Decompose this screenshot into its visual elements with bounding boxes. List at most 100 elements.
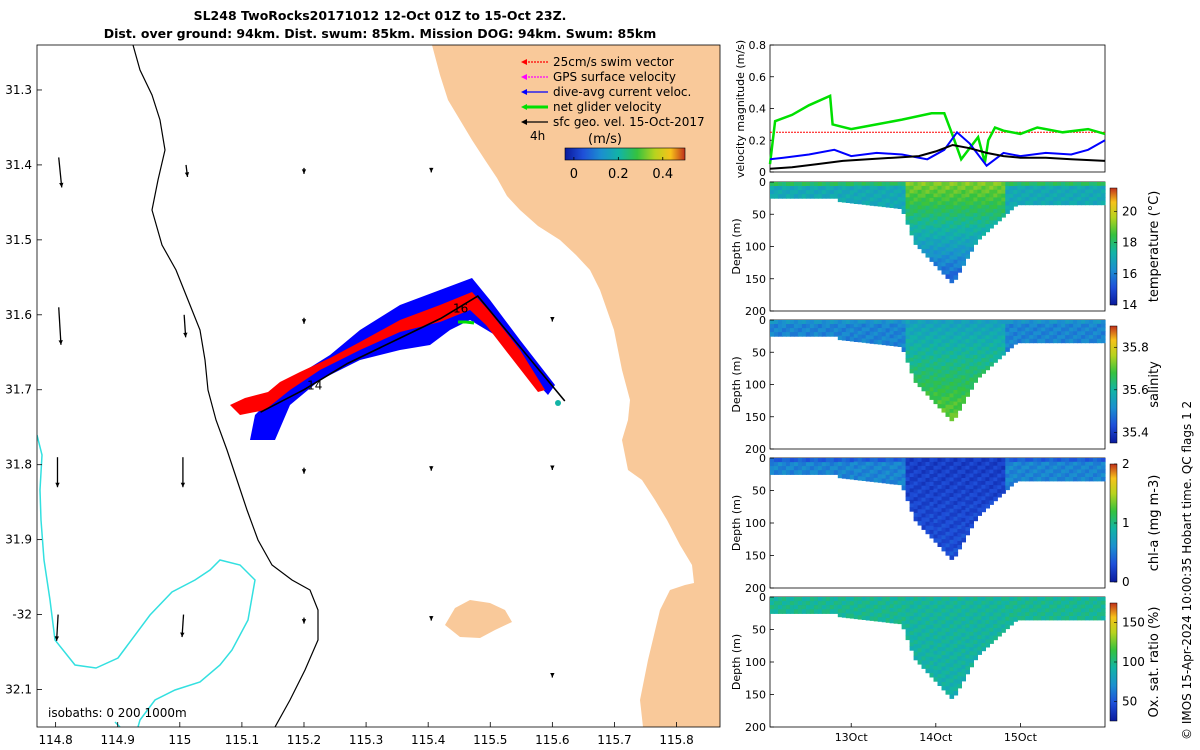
section-cell (989, 612, 994, 617)
section-cell (961, 371, 966, 377)
section-cell (1089, 604, 1094, 609)
section-cell (957, 367, 962, 372)
section-cell (937, 481, 943, 486)
section-cell (905, 477, 911, 482)
section-cell (865, 193, 871, 198)
section-cell (897, 197, 903, 202)
section-cell (937, 331, 943, 336)
section-cell (925, 664, 931, 670)
section-cell (869, 612, 875, 617)
section-cell (1005, 458, 1010, 463)
velocity-line (769, 130, 1106, 168)
geo-vector-head (550, 465, 555, 470)
section-cell (1073, 465, 1078, 470)
section-cell (849, 194, 855, 200)
section-cell (921, 327, 927, 333)
section-y-tick-label: 150 (745, 689, 766, 702)
section-cell (969, 612, 974, 617)
section-cell (889, 320, 895, 325)
section-cell (849, 458, 855, 463)
section-cell (941, 666, 947, 672)
section-cell (933, 380, 939, 386)
section-cell (937, 404, 943, 409)
island (445, 600, 512, 638)
section-cell (817, 332, 823, 337)
section-cell (977, 204, 982, 210)
section-cell (953, 259, 959, 265)
section-cell (977, 339, 982, 344)
section-cell (909, 327, 915, 332)
section-cell (873, 331, 879, 337)
section-cell (1057, 323, 1062, 329)
section-cell (941, 685, 947, 691)
section-cell (929, 525, 935, 531)
section-cell (805, 186, 811, 191)
section-colorbar-tick-label: 35.6 (1122, 383, 1149, 397)
section-cell (973, 378, 978, 383)
section-cell (965, 231, 970, 236)
section-cell (1057, 612, 1062, 617)
section-cell (993, 339, 998, 344)
section-cell (977, 461, 982, 467)
section-cell (949, 343, 955, 348)
section-cell (1033, 200, 1038, 206)
section-cell (905, 185, 911, 191)
section-cell (885, 474, 891, 480)
section-cell (1037, 461, 1042, 467)
section-cell (973, 600, 978, 606)
section-cell (1005, 193, 1010, 199)
section-cell (1021, 616, 1026, 621)
section-cell (1029, 473, 1034, 478)
section-cell (973, 516, 978, 522)
section-cell (881, 478, 887, 484)
section-cell (1041, 616, 1046, 621)
section-cell (945, 412, 951, 417)
section-cell (905, 189, 911, 195)
section-cell (1001, 201, 1006, 206)
section-cell (981, 643, 986, 648)
section-cell (925, 363, 931, 368)
section-cell (997, 185, 1002, 191)
section-cell (901, 601, 907, 606)
section-cell (861, 465, 867, 470)
section-cell (845, 190, 851, 195)
colorbar-tick-label: 0 (570, 167, 578, 182)
section-cell (1069, 604, 1074, 609)
velocity-y-axis: 00.20.40.60.8 (749, 39, 774, 179)
section-cell (1077, 458, 1082, 463)
section-cell (797, 466, 803, 471)
section-cell (917, 632, 923, 637)
section-cell (985, 365, 990, 371)
section-cell (877, 190, 883, 195)
section-cell (1101, 189, 1106, 194)
section-cell (969, 201, 974, 206)
section-cell (837, 185, 843, 191)
section-cell (1089, 320, 1094, 325)
section-cell (1101, 323, 1106, 329)
geo-vector-head (550, 673, 555, 678)
section-cell (917, 497, 923, 502)
section-cell (961, 478, 966, 483)
map-y-tick-label: -32 (12, 608, 32, 622)
section-cell (973, 469, 978, 475)
section-cell (957, 544, 962, 550)
section-cell (1097, 473, 1102, 478)
section-cell (797, 601, 803, 606)
section-colorbar-tick-label: 0 (1122, 575, 1130, 589)
section-cell (1077, 600, 1082, 606)
section-cell (953, 520, 959, 526)
section-cell (778, 466, 783, 471)
section-cell (973, 370, 978, 375)
section-cell (949, 354, 955, 360)
section-cell (853, 323, 859, 328)
section-cell (941, 674, 947, 679)
section-cell (969, 370, 974, 375)
section-cell (929, 327, 935, 333)
section-cell (985, 331, 990, 336)
section-cell (925, 517, 931, 523)
section-cell (1001, 209, 1006, 214)
section-cell (953, 671, 959, 676)
section-cell (945, 527, 951, 533)
section-cell (993, 600, 998, 606)
section-cell (921, 209, 927, 214)
